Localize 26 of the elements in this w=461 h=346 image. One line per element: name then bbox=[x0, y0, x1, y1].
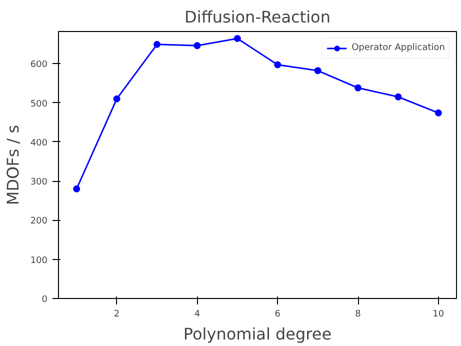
y-tick-label: 300 bbox=[30, 178, 48, 188]
y-tick-label: 0 bbox=[42, 295, 48, 305]
point bbox=[314, 67, 322, 74]
point bbox=[434, 109, 442, 116]
y-tick-label: 500 bbox=[30, 99, 48, 110]
point bbox=[73, 185, 80, 192]
point bbox=[274, 61, 282, 68]
y-tick-label: 200 bbox=[30, 216, 48, 227]
x-tick-label: 2 bbox=[114, 310, 120, 320]
point bbox=[394, 93, 402, 100]
x-tick-label: 8 bbox=[355, 310, 362, 320]
x-tick-label: 6 bbox=[274, 310, 281, 320]
y-tick-label: 400 bbox=[30, 138, 48, 148]
x-tick-label: 10 bbox=[432, 310, 444, 320]
legend-label: Operator Application bbox=[352, 43, 445, 53]
point bbox=[354, 84, 362, 92]
chart-title: Diffusion-Reaction bbox=[184, 8, 330, 26]
point bbox=[194, 42, 201, 50]
x-tick-label: 4 bbox=[194, 310, 200, 320]
point bbox=[113, 95, 120, 102]
y-tick-label: 600 bbox=[30, 60, 48, 70]
y-tick-label: 100 bbox=[30, 256, 48, 266]
point bbox=[234, 35, 241, 42]
point bbox=[153, 40, 160, 48]
x-axis-title: Polynomial degree bbox=[183, 324, 332, 344]
y-axis-title: MDOFs / s bbox=[3, 124, 22, 206]
